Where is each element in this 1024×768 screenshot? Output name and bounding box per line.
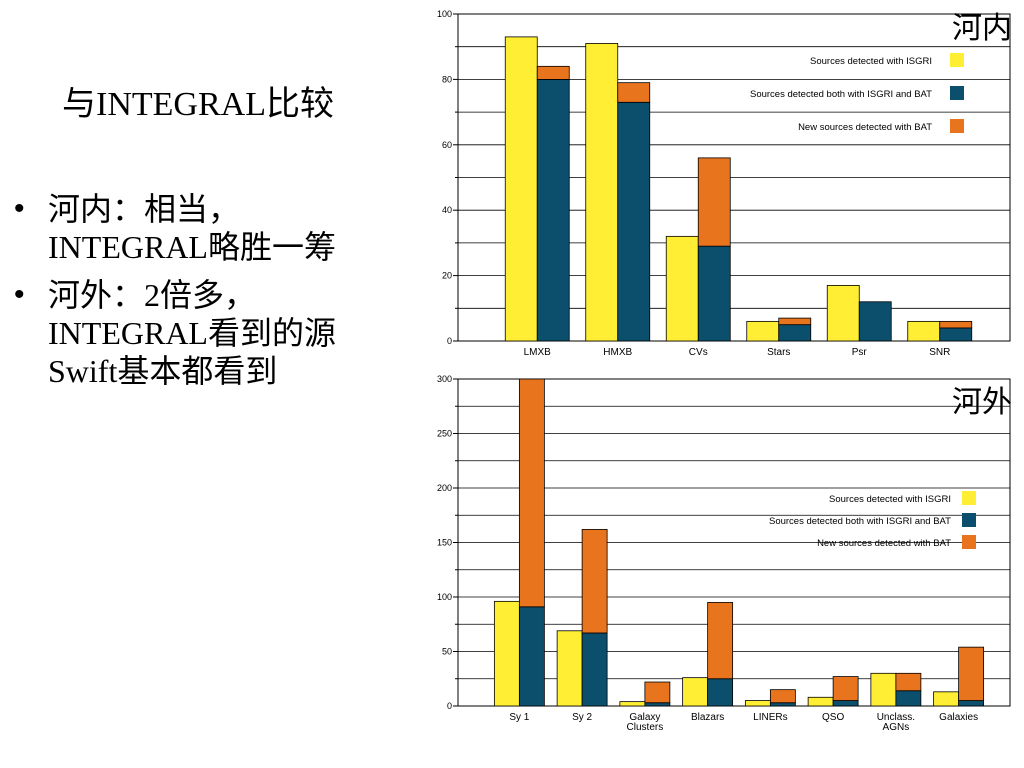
bar-both xyxy=(581,632,608,707)
bar-isgri xyxy=(744,700,771,707)
bar-new xyxy=(697,157,731,247)
legend-label: New sources detected with BAT xyxy=(798,122,932,133)
legend-swatch xyxy=(950,119,964,133)
category-label: LINERs xyxy=(753,712,787,723)
slide-title: 与INTEGRAL比较 xyxy=(62,86,334,123)
bullet-galactic-line-2: INTEGRAL略胜一筹 xyxy=(48,229,336,265)
bar-both xyxy=(536,79,570,342)
category-label: Galaxies xyxy=(939,712,978,723)
bar-new xyxy=(895,672,922,692)
bar-both xyxy=(697,245,731,342)
legend-label: Sources detected both with ISGRI and BAT xyxy=(769,516,951,527)
bar-new xyxy=(518,378,545,608)
category-label: Unclass. xyxy=(877,712,915,723)
bar-isgri xyxy=(556,630,583,707)
bar-both xyxy=(769,702,796,707)
bar-both xyxy=(895,690,922,707)
y-tick-label: 80 xyxy=(442,74,452,84)
y-tick-label: 100 xyxy=(437,9,452,19)
category-label: Clusters xyxy=(627,722,664,733)
region-label: 河外 xyxy=(952,386,1012,419)
category-label: Sy 1 xyxy=(509,712,529,723)
bullet-extragalactic: • 河外：2倍多， INTEGRAL看到的源 Swift基本都看到 xyxy=(14,276,414,390)
category-label: Sy 2 xyxy=(572,712,592,723)
bar-new xyxy=(536,65,570,80)
bar-isgri xyxy=(493,600,520,707)
bar-new xyxy=(769,689,796,704)
category-label: Blazars xyxy=(691,712,724,723)
bar-both xyxy=(958,700,985,707)
bar-isgri xyxy=(933,691,960,707)
category-label: CVs xyxy=(689,347,708,358)
category-label: HMXB xyxy=(603,347,632,358)
bar-both xyxy=(707,678,734,707)
bar-new xyxy=(939,320,973,329)
y-tick-label: 250 xyxy=(437,429,452,439)
bullet-dot: • xyxy=(14,192,25,225)
y-tick-label: 50 xyxy=(442,647,452,657)
y-tick-label: 150 xyxy=(437,538,452,548)
bar-both xyxy=(858,301,892,342)
bullet-galactic-line-1: 河内：相当， xyxy=(48,191,241,227)
bullet-list: • 河内：相当， INTEGRAL略胜一筹 • 河外：2倍多， INTEGRAL… xyxy=(14,190,414,400)
y-tick-label: 20 xyxy=(442,271,452,281)
bar-new xyxy=(958,646,985,701)
bar-new xyxy=(644,681,671,704)
legend-label: Sources detected both with ISGRI and BAT xyxy=(750,89,932,100)
bullet-extragalactic-line-1: 河外：2倍多， xyxy=(48,277,257,313)
bar-new xyxy=(778,317,812,326)
category-label: Psr xyxy=(852,347,868,358)
y-tick-label: 300 xyxy=(437,374,452,384)
bullet-extragalactic-line-2: INTEGRAL看到的源 xyxy=(48,315,336,351)
bar-isgri xyxy=(807,696,834,707)
category-label: QSO xyxy=(822,712,844,723)
bar-new xyxy=(832,676,859,701)
legend-label: Sources detected with ISGRI xyxy=(829,494,951,505)
category-label: SNR xyxy=(929,347,950,358)
y-tick-label: 60 xyxy=(442,140,452,150)
bar-new xyxy=(707,602,734,680)
y-tick-label: 0 xyxy=(447,701,452,711)
bar-new xyxy=(617,82,651,103)
legend-swatch xyxy=(950,53,964,67)
legend-label: Sources detected with ISGRI xyxy=(810,56,932,67)
bullet-galactic: • 河内：相当， INTEGRAL略胜一筹 xyxy=(14,190,414,266)
legend-swatch xyxy=(962,513,976,527)
bullet-dot: • xyxy=(14,278,25,311)
bar-both xyxy=(832,700,859,707)
bar-both xyxy=(617,101,651,342)
bullet-extragalactic-line-3: Swift基本都看到 xyxy=(48,353,278,389)
bar-isgri xyxy=(826,285,860,342)
category-label: LMXB xyxy=(524,347,552,358)
category-label: Stars xyxy=(767,347,790,358)
y-tick-label: 40 xyxy=(442,205,452,215)
bar-isgri xyxy=(682,677,709,707)
category-label: AGNs xyxy=(883,722,910,733)
bar-isgri xyxy=(870,672,897,707)
y-tick-label: 100 xyxy=(437,592,452,602)
y-tick-label: 0 xyxy=(447,336,452,346)
legend-swatch xyxy=(950,86,964,100)
bar-isgri xyxy=(585,43,619,342)
legend-label: New sources detected with BAT xyxy=(817,538,951,549)
galactic-bar-chart: 0 20 40 60 80 100 LMXB HMXB CVs Stars Psr SNR Source… xyxy=(437,9,1012,358)
bar-isgri xyxy=(619,701,646,707)
bar-new xyxy=(581,529,608,634)
category-label: Galaxy xyxy=(629,712,660,723)
legend-swatch xyxy=(962,535,976,549)
bar-both xyxy=(644,702,671,707)
bar-both xyxy=(518,606,545,707)
y-tick-label: 200 xyxy=(437,483,452,493)
legend-swatch xyxy=(962,491,976,505)
region-label: 河内 xyxy=(952,12,1012,45)
